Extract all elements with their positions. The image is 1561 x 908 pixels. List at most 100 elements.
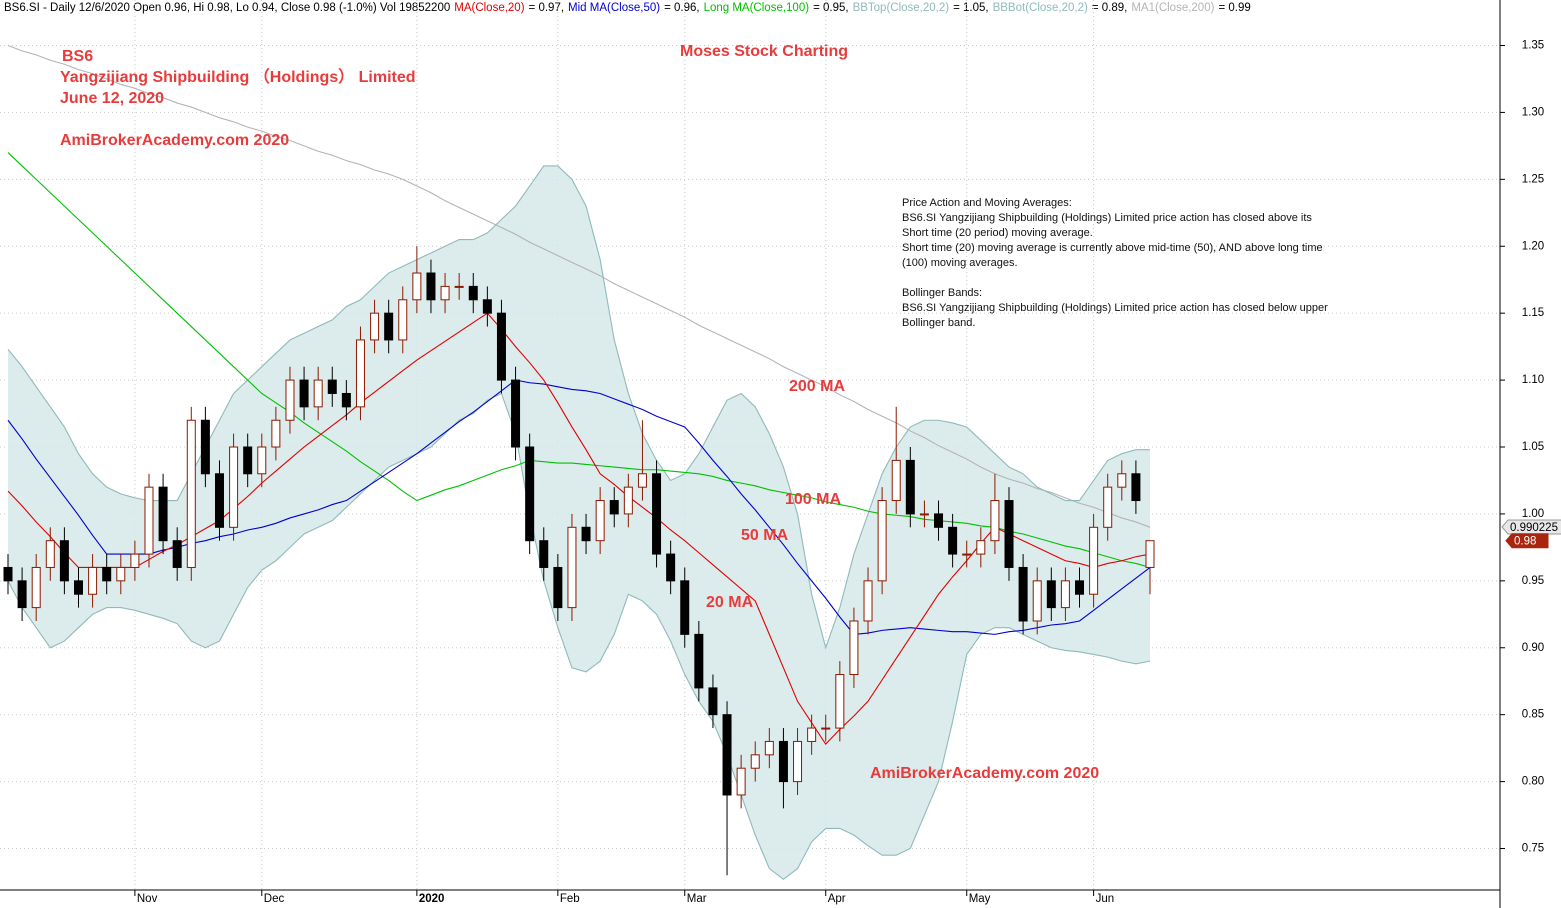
candle-body <box>525 446 535 542</box>
x-tick-label: May <box>969 893 991 905</box>
line-series <box>7 152 1151 568</box>
annotation: Moses Stock Charting <box>680 43 848 60</box>
x-tick-label: Nov <box>137 893 158 905</box>
candle-body <box>637 473 647 488</box>
y-tick-label: 1.05 <box>1522 441 1544 453</box>
candle-body <box>440 285 450 301</box>
candle-body <box>609 500 619 515</box>
candle-body <box>144 486 154 555</box>
y-tick-label: 1.30 <box>1522 106 1544 118</box>
y-tick-label: 1.35 <box>1522 40 1544 52</box>
candle-body <box>1145 540 1155 568</box>
candle-body <box>45 540 55 568</box>
legend-name: MA(Close,20) <box>454 2 524 14</box>
candle-body <box>680 580 690 635</box>
annotation: AmiBrokerAcademy.com 2020 <box>60 132 289 149</box>
price-tag-label: 0.990225 <box>1510 522 1558 534</box>
candle-body <box>285 379 295 421</box>
candle-body <box>1060 580 1070 609</box>
candle-body <box>877 500 887 582</box>
candle-body <box>807 727 817 742</box>
candle-body <box>17 580 27 609</box>
candle-body <box>708 687 718 716</box>
candle-body <box>214 473 224 528</box>
candle-body <box>1032 580 1042 622</box>
candle-body <box>243 446 253 475</box>
candle-body <box>1046 580 1056 609</box>
candle-body <box>271 419 281 448</box>
candle-body <box>764 740 774 756</box>
candle-body <box>581 526 591 542</box>
legend-name: BBBot(Close,20,2) <box>993 2 1088 14</box>
candle-body <box>511 379 521 448</box>
annotation: 50 MA <box>741 527 789 544</box>
candle-body <box>1018 566 1028 622</box>
bollinger-band <box>8 165 1150 880</box>
legend-name: Mid MA(Close,50) <box>568 2 660 14</box>
y-tick-label: 1.10 <box>1522 374 1544 386</box>
line-series <box>7 379 1151 635</box>
candle-body <box>990 500 1000 542</box>
candle-body <box>398 299 408 341</box>
x-tick-label: Jun <box>1096 893 1115 905</box>
note-line: Bollinger Bands: <box>902 287 982 299</box>
candle-body <box>1075 580 1085 595</box>
legend-value: = 1.05, <box>953 2 989 14</box>
y-tick-label: 1.20 <box>1522 240 1544 252</box>
annotation: June 12, 2020 <box>60 90 164 107</box>
candle-body <box>116 566 126 582</box>
candle-body <box>863 580 873 622</box>
note-line: Short time (20) moving average is curren… <box>902 242 1323 254</box>
legend-name: BBTop(Close,20,2) <box>853 2 950 14</box>
candle-body <box>553 566 563 609</box>
x-tick-label: Feb <box>560 893 580 905</box>
candle-body <box>1103 486 1113 528</box>
candle-body <box>666 553 676 582</box>
annotation: 200 MA <box>789 378 845 395</box>
line-series <box>7 392 1151 880</box>
candle-body <box>186 419 196 568</box>
candle-body <box>778 740 788 783</box>
note-line: Bollinger band. <box>902 317 975 329</box>
y-tick-label: 0.90 <box>1522 642 1544 654</box>
x-tick-label: 2020 <box>419 893 445 905</box>
line-series <box>7 312 1151 745</box>
legend-value: = 0.89, <box>1092 2 1128 14</box>
candle-body <box>891 459 901 502</box>
candle-body <box>736 767 746 796</box>
candle-body <box>327 379 337 394</box>
candle-body <box>694 633 704 689</box>
y-tick-label: 0.75 <box>1522 843 1544 855</box>
candle-body <box>567 526 577 609</box>
note-line: BS6.SI Yangzijiang Shipbuilding (Holding… <box>902 302 1328 314</box>
note-line: Price Action and Moving Averages: <box>902 197 1072 209</box>
candle-body <box>595 500 605 542</box>
candle-body <box>426 272 436 301</box>
note-line: (100) moving averages. <box>902 257 1018 269</box>
candle-body <box>849 620 859 676</box>
legend-value: = 0.95, <box>813 2 849 14</box>
price-tag <box>1501 519 1561 535</box>
candle-body <box>821 727 831 730</box>
candle-body <box>454 285 464 288</box>
note-line: Short time (20 period) moving average. <box>902 227 1093 239</box>
candle-body <box>257 446 267 475</box>
candle-body <box>73 580 83 595</box>
candle-body <box>384 312 394 341</box>
candle-body <box>412 272 422 301</box>
y-tick-label: 1.00 <box>1522 508 1544 520</box>
legend-value: = 0.99 <box>1218 2 1250 14</box>
candle-body <box>299 379 309 408</box>
legend-value: = 0.97, <box>529 2 565 14</box>
annotation: BS6 <box>62 48 93 65</box>
candle-body <box>835 674 845 729</box>
candle-body <box>905 459 915 515</box>
annotation: Yangzijiang Shipbuilding （Holdings） Limi… <box>60 68 416 86</box>
candle-body <box>59 540 69 582</box>
legend-name: Long MA(Close,100) <box>704 2 810 14</box>
note-line: BS6.SI Yangzijiang Shipbuilding (Holding… <box>902 212 1312 224</box>
candle-body <box>1004 500 1014 568</box>
candle-body <box>1131 473 1141 502</box>
